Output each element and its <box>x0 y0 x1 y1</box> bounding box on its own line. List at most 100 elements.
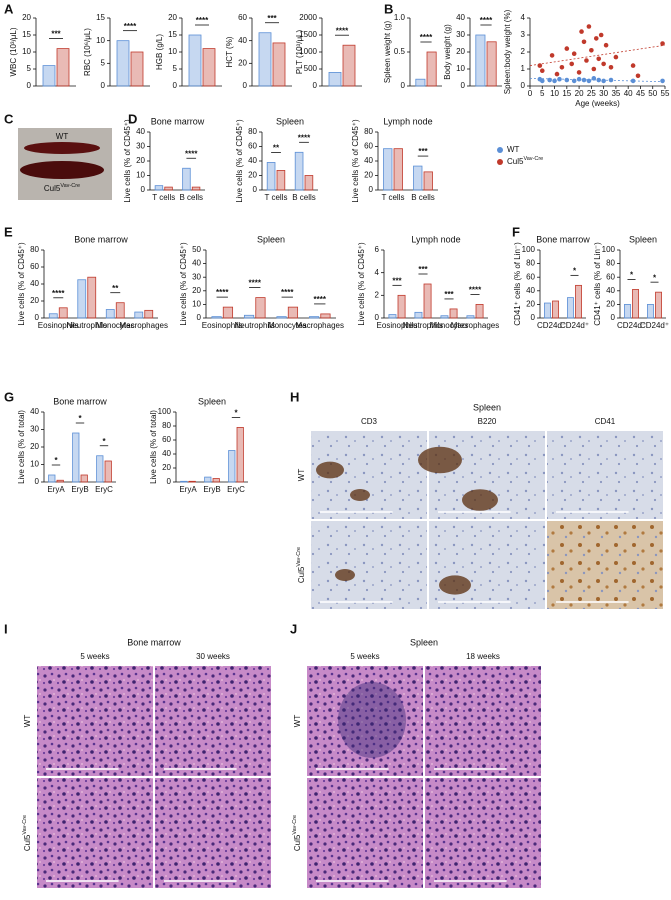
sig-label: **** <box>249 279 262 288</box>
bar <box>655 291 662 319</box>
x-tick-label: 20 <box>575 89 584 98</box>
sig-label: **** <box>52 289 65 298</box>
row-label: WT <box>23 715 32 728</box>
stain <box>439 575 471 595</box>
column-label: B220 <box>478 417 497 426</box>
y-tick-label: 80 <box>364 127 373 136</box>
bar <box>191 186 201 191</box>
x-tick-label: T cells <box>265 193 288 202</box>
bar <box>182 167 191 191</box>
bar <box>56 479 64 483</box>
sig-label: **** <box>196 16 209 25</box>
y-tick-label: 10 <box>96 36 105 45</box>
bar <box>423 283 432 319</box>
y-tick-label: 80 <box>30 245 39 254</box>
x-tick-label: 0 <box>528 89 533 98</box>
bar <box>647 303 654 319</box>
y-tick-label: 40 <box>136 127 145 136</box>
point <box>593 36 599 41</box>
y-axis-label: CD41⁺ cells (% of Lin⁻) <box>513 242 522 326</box>
spleen <box>24 142 100 154</box>
y-tick-label: 20 <box>192 286 201 295</box>
sig-label: *** <box>444 290 454 299</box>
y-tick-label: 60 <box>526 272 535 281</box>
point <box>576 76 582 82</box>
bar <box>77 279 87 319</box>
y-tick-label: 1.0 <box>394 13 406 22</box>
x-tick-label: Eosinophils <box>202 321 243 330</box>
y-tick-label: 5 <box>101 58 106 67</box>
chart-title: Bone marrow <box>151 116 205 126</box>
y-axis-label: Live cells (% of CD45⁺) <box>357 242 366 326</box>
y-tick-label: 80 <box>526 259 535 268</box>
y-tick-label: 10 <box>192 300 201 309</box>
bar <box>320 313 331 319</box>
y-axis-label: HGB (g/L) <box>155 34 164 70</box>
sig-label: * <box>102 437 106 446</box>
sig-label: * <box>573 266 577 275</box>
y-tick-label: 0.5 <box>394 47 406 56</box>
point <box>601 61 606 67</box>
bar <box>87 276 97 319</box>
y-axis-label: Spleen weight (g) <box>383 21 392 84</box>
column-label: 5 weeks <box>80 652 109 661</box>
bar <box>105 309 115 319</box>
point <box>586 24 592 29</box>
point <box>581 77 587 83</box>
panel-label: A <box>4 1 14 16</box>
y-tick-label: 20 <box>162 463 171 472</box>
y-tick-label: 1500 <box>299 30 317 39</box>
micrograph <box>307 778 423 888</box>
x-tick-label: Monocytes <box>430 321 469 330</box>
y-tick-label: 0 <box>369 185 374 194</box>
photo-label: WT <box>56 132 69 141</box>
sig-label: * <box>234 409 238 418</box>
panel-label: E <box>4 224 13 239</box>
bar <box>294 151 304 191</box>
panel-label: F <box>512 224 520 239</box>
y-axis-label: WBC (10³/μL) <box>9 27 18 76</box>
bar <box>567 297 574 319</box>
x-tick-label: 5 <box>540 89 545 98</box>
point <box>598 32 604 38</box>
point <box>559 65 565 70</box>
y-tick-label: 0 <box>611 313 616 322</box>
bar <box>255 297 266 319</box>
y-tick-label: 2000 <box>299 13 317 22</box>
x-tick-label: Neutrophils <box>235 321 275 330</box>
y-tick-label: 40 <box>248 156 257 165</box>
y-tick-label: 40 <box>606 286 615 295</box>
x-tick-label: Eosinophils <box>38 321 79 330</box>
bar <box>449 308 458 319</box>
point <box>557 76 562 82</box>
y-tick-label: 60 <box>606 272 615 281</box>
sig-label: **** <box>469 286 482 295</box>
sig-label: **** <box>216 288 229 297</box>
chart-title: Spleen <box>198 396 226 406</box>
y-axis-label: RBC (10⁶/μL) <box>83 28 92 76</box>
bar <box>308 316 320 319</box>
label-text: Cul5 <box>297 566 306 583</box>
bar <box>388 314 397 319</box>
bar <box>575 284 582 319</box>
y-tick-label: 0 <box>531 313 536 322</box>
bar <box>423 171 433 191</box>
x-tick-label: T cells <box>152 193 175 202</box>
bar <box>486 41 497 87</box>
y-tick-label: 4 <box>375 268 380 277</box>
x-tick-label: Macrophages <box>120 321 168 330</box>
sig-label: * <box>653 273 657 282</box>
y-tick-label: 80 <box>162 421 171 430</box>
bar <box>48 313 58 319</box>
y-tick-label: 0 <box>35 313 40 322</box>
sig-label: * <box>54 456 58 465</box>
bar <box>624 303 631 319</box>
panel-label: H <box>290 389 299 404</box>
y-tick-label: 0 <box>27 81 32 90</box>
x-tick-label: CD24d⁻ <box>617 321 646 330</box>
sig-label: *** <box>267 14 277 23</box>
y-tick-label: 100 <box>158 407 172 416</box>
panel-label: B <box>384 1 393 16</box>
x-tick-label: 55 <box>661 89 670 98</box>
x-tick-label: Neutrophils <box>67 321 107 330</box>
